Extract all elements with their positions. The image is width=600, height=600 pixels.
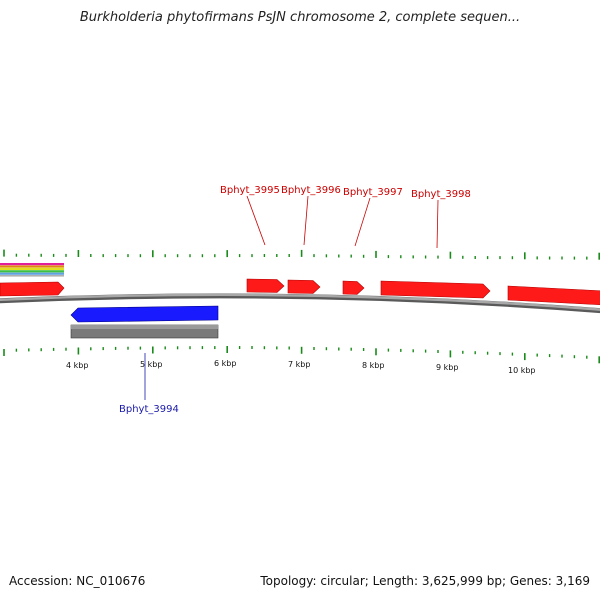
scale-label-6kbp: 6 kbp (214, 359, 236, 368)
chromosome-backbone (0, 293, 600, 314)
scale-labels: 4 kbp 5 kbp 6 kbp 7 kbp 8 kbp 9 kbp 10 k… (66, 359, 536, 375)
forward-gene-track[interactable] (0, 278, 600, 306)
gene-label-bphyt-3998[interactable]: Bphyt_3998 (411, 189, 471, 200)
track-bar (0, 267, 64, 270)
track-bar (0, 270, 64, 273)
track-bar (0, 275, 64, 277)
gene-label-bphyt-3995[interactable]: Bphyt_3995 (220, 185, 280, 196)
backbone-line (0, 293, 600, 311)
scale-label-10kbp: 10 kbp (508, 366, 536, 375)
scale-label-7kbp: 7 kbp (288, 360, 310, 369)
gene-arrow-bphyt-3996[interactable] (287, 279, 321, 294)
reverse-gene-track[interactable] (70, 305, 219, 339)
gene-label-bphyt-3996[interactable]: Bphyt_3996 (281, 185, 341, 196)
gene-arrow-forward-partial[interactable] (507, 285, 600, 306)
leader-line (246, 195, 266, 246)
gene-arrow-bphyt-3994[interactable] (70, 305, 219, 323)
leader-line (354, 197, 371, 247)
track-bar (0, 265, 64, 268)
scale-label-5kbp: 5 kbp (140, 360, 162, 369)
accession-label: Accession: NC_010676 (9, 574, 146, 588)
leader-line (303, 195, 309, 246)
genome-summary: Topology: circular; Length: 3,625,999 bp… (260, 574, 590, 588)
tick-row-upper (3, 249, 600, 260)
map-title: Burkholderia phytofirmans PsJN chromosom… (79, 10, 521, 25)
scale-label-8kbp: 8 kbp (362, 361, 384, 370)
tick-row-lower (3, 346, 600, 364)
leader-line (436, 199, 439, 249)
gene-arrow-bphyt-3998[interactable] (380, 280, 491, 299)
track-bar (0, 263, 64, 266)
gene-arrow-forward[interactable] (0, 281, 65, 297)
gene-labels: Bphyt_3995 Bphyt_3996 Bphyt_3997 Bphyt_3… (119, 185, 471, 415)
gene-label-leaders (144, 195, 439, 400)
gene-arrow-bphyt-3997[interactable] (342, 280, 365, 295)
scale-label-9kbp: 9 kbp (436, 363, 458, 372)
gene-feature-gray-highlight (71, 325, 218, 329)
gene-label-bphyt-3994[interactable]: Bphyt_3994 (119, 404, 179, 415)
gene-arrow-bphyt-3995[interactable] (246, 278, 285, 293)
track-bar (0, 272, 64, 275)
scale-label-4kbp: 4 kbp (66, 361, 88, 370)
feature-track-stack (0, 263, 64, 277)
gene-label-bphyt-3997[interactable]: Bphyt_3997 (343, 187, 403, 198)
